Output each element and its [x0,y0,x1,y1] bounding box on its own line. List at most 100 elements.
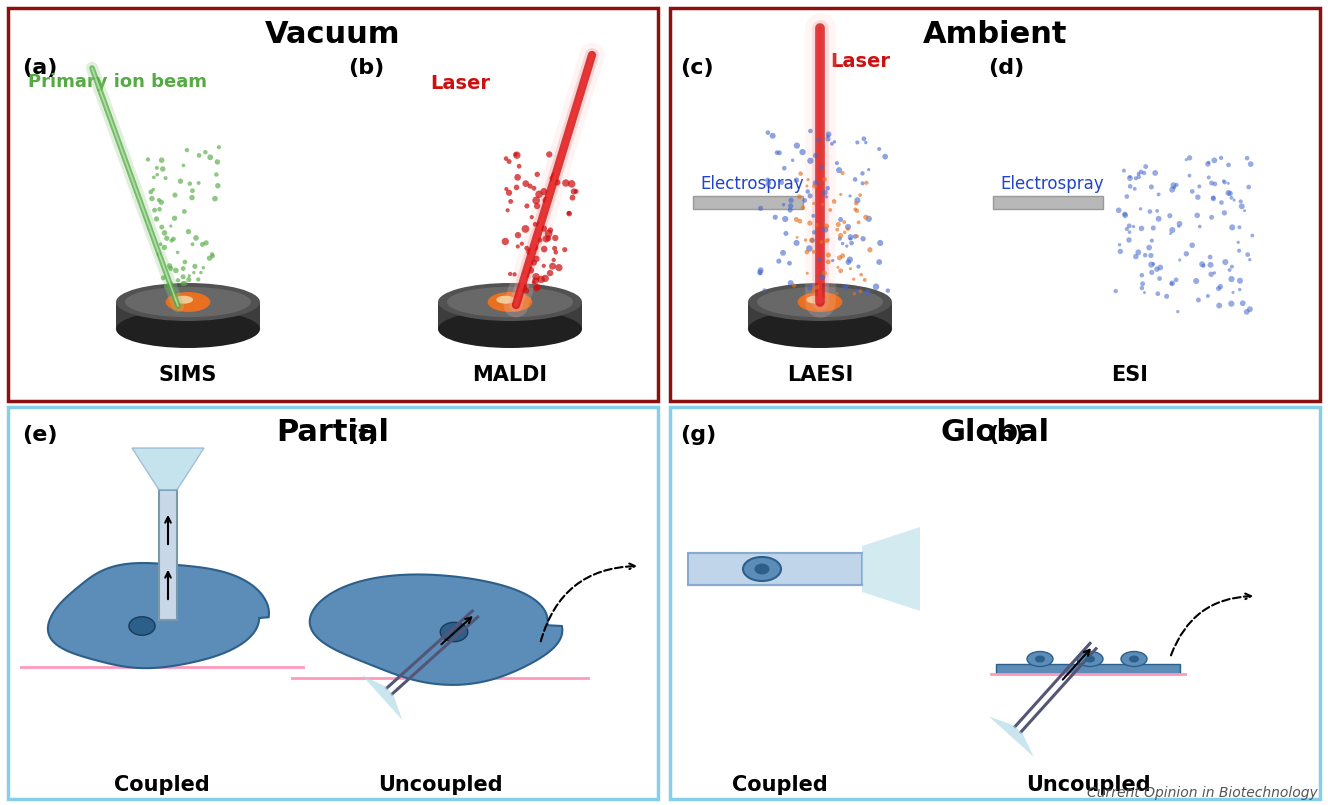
Point [1123,183,1145,196]
Point [799,217,821,229]
Point [506,149,527,162]
Point [544,242,566,255]
Point [1223,194,1244,207]
Point [834,216,855,229]
Point [769,147,790,159]
Point [539,266,560,279]
Point [1127,171,1149,184]
Text: LAESI: LAESI [788,365,853,385]
Point [786,174,807,187]
Point [1131,277,1153,290]
Point [1228,244,1250,257]
Point [1222,260,1243,273]
Point [799,155,821,167]
Point [1127,246,1149,258]
Point [1203,192,1224,204]
Point [790,167,811,180]
Point [208,141,230,154]
Point [1146,262,1167,275]
Point [817,182,838,195]
Point [1240,158,1262,171]
Point [1130,202,1151,215]
Point [1162,224,1183,237]
Point [1236,248,1258,261]
Polygon shape [48,563,270,668]
Point [803,282,825,295]
Point [146,213,167,225]
Point [1125,172,1146,185]
Point [797,185,818,198]
Point [1220,273,1242,286]
Point [762,130,784,142]
Point [527,168,548,181]
Point [143,204,165,217]
Point [1219,187,1240,200]
Point [149,203,170,216]
Point [495,183,517,196]
Point [1199,250,1220,263]
Point [827,218,849,231]
Text: (d): (d) [988,58,1024,78]
Point [1236,305,1258,318]
Point [529,188,550,200]
Ellipse shape [166,292,210,312]
Point [163,233,185,246]
Point [818,255,839,268]
Point [1134,167,1155,180]
Point [843,287,865,300]
Point [1134,249,1155,262]
Point [1236,151,1258,164]
Point [1134,286,1155,299]
Point [173,270,194,283]
Point [1167,305,1189,318]
Bar [688,553,862,585]
Point [505,268,526,281]
Point [174,255,195,268]
Point [786,231,807,244]
Ellipse shape [129,617,155,635]
Point [193,262,214,275]
Text: Uncoupled: Uncoupled [1025,775,1150,795]
Point [178,273,199,286]
Point [1208,282,1230,295]
Text: (g): (g) [680,425,716,445]
Point [526,194,547,207]
Point [802,234,823,247]
Point [494,235,515,248]
Point [173,159,194,171]
Point [1141,234,1162,247]
Point [526,200,547,213]
Point [542,260,563,273]
Point [768,254,789,267]
Point [525,242,546,254]
Text: Primary ion beam: Primary ion beam [28,73,207,91]
Point [526,270,547,283]
Bar [996,664,1181,674]
Point [1222,286,1243,299]
Point [814,223,835,236]
Point [527,281,548,294]
Point [1166,274,1187,287]
Point [151,221,173,233]
Point [791,146,813,159]
Point [1116,223,1137,236]
Ellipse shape [116,310,260,348]
Point [1131,282,1153,295]
Point [534,222,555,235]
Point [802,286,823,299]
Point [1114,208,1135,221]
Point [1218,187,1239,200]
Text: (h): (h) [988,425,1024,445]
Point [1131,269,1153,282]
Point [875,151,896,163]
Point [846,196,867,209]
Point [515,222,537,235]
Point [509,159,530,172]
Point [1142,258,1163,270]
Point [150,237,171,250]
Point [173,262,194,275]
Ellipse shape [1027,651,1053,667]
Point [185,260,206,273]
Point [179,270,201,283]
Point [838,221,859,233]
